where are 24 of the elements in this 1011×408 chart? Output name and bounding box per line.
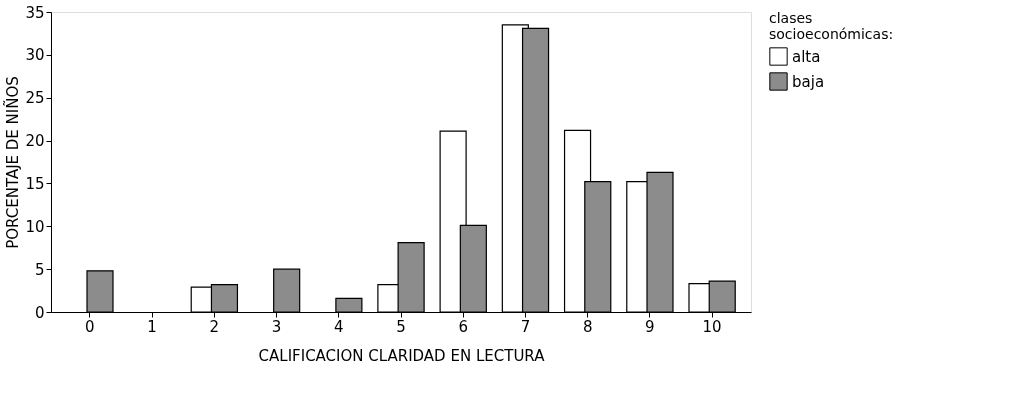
legend-title: clases socioeconómicas: [769, 10, 894, 42]
x-tick-label: 7 [520, 317, 531, 336]
x-tick-label: 10 [702, 317, 722, 336]
x-tick-label: 0 [85, 317, 95, 336]
y-axis-title: PORCENTAJE DE NIÑOS [3, 76, 23, 249]
y-tick-label: 10 [25, 217, 45, 236]
y-tick-label: 15 [25, 174, 45, 193]
x-tick-label: 9 [645, 317, 655, 336]
y-tick-label: 25 [25, 89, 45, 108]
x-axis-title: CALIFICACION CLARIDAD EN LECTURA [258, 346, 546, 365]
y-tick-label: 20 [25, 132, 45, 151]
x-tick-label: 6 [458, 317, 468, 336]
legend-label: baja [792, 72, 825, 91]
x-tick-label: 2 [209, 317, 220, 336]
x-tick-label: 8 [582, 317, 593, 336]
y-tick-label: 5 [34, 260, 45, 279]
x-tick-label: 3 [271, 317, 282, 336]
x-tick-label: 1 [147, 317, 157, 336]
y-tick-label: 30 [25, 46, 45, 65]
y-tick-label: 35 [25, 3, 45, 22]
x-tick-label: 4 [334, 317, 344, 336]
x-tick-label: 5 [396, 317, 406, 336]
y-tick-label: 0 [34, 303, 45, 322]
legend-label: alta [792, 47, 821, 66]
